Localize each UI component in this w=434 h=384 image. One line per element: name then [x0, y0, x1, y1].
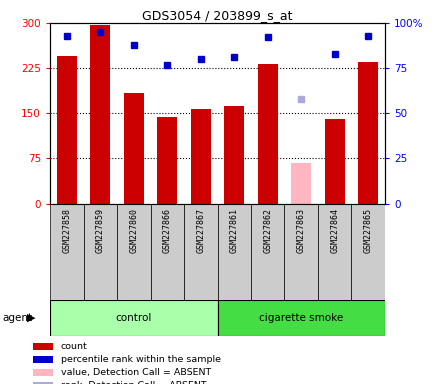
Text: control: control [115, 313, 151, 323]
Bar [50, 300, 217, 336]
Text: GSM227859: GSM227859 [95, 209, 105, 253]
Text: GSM227863: GSM227863 [296, 209, 305, 253]
Bar [257, 64, 277, 204]
Bar [357, 62, 378, 204]
Text: percentile rank within the sample: percentile rank within the sample [61, 355, 220, 364]
Bar [33, 369, 53, 376]
Bar [33, 356, 53, 363]
Bar [351, 204, 384, 300]
Bar [217, 204, 250, 300]
Bar [324, 119, 344, 204]
Bar [117, 204, 150, 300]
Bar [90, 25, 110, 204]
Bar [33, 343, 53, 350]
Text: GSM227858: GSM227858 [62, 209, 71, 253]
Title: GDS3054 / 203899_s_at: GDS3054 / 203899_s_at [142, 9, 292, 22]
Text: GSM227867: GSM227867 [196, 209, 205, 253]
Bar [157, 118, 177, 204]
Bar [33, 382, 53, 384]
Bar [50, 204, 83, 300]
Text: GSM227862: GSM227862 [263, 209, 272, 253]
Bar [224, 106, 244, 204]
Bar [190, 109, 210, 204]
Bar [250, 204, 284, 300]
Text: GSM227860: GSM227860 [129, 209, 138, 253]
Bar [290, 162, 311, 204]
Bar [150, 204, 184, 300]
Bar [284, 204, 317, 300]
Bar [123, 93, 144, 204]
Bar [217, 300, 384, 336]
Text: cigarette smoke: cigarette smoke [259, 313, 342, 323]
Text: value, Detection Call = ABSENT: value, Detection Call = ABSENT [61, 368, 210, 377]
Text: ▶: ▶ [27, 313, 36, 323]
Bar [56, 56, 77, 204]
Text: agent: agent [2, 313, 32, 323]
Bar [184, 204, 217, 300]
Text: count: count [61, 342, 87, 351]
Bar [317, 204, 351, 300]
Text: GSM227864: GSM227864 [329, 209, 339, 253]
Bar [83, 204, 117, 300]
Text: GSM227866: GSM227866 [162, 209, 171, 253]
Text: GSM227861: GSM227861 [229, 209, 238, 253]
Text: rank, Detection Call = ABSENT: rank, Detection Call = ABSENT [61, 381, 206, 384]
Text: GSM227865: GSM227865 [363, 209, 372, 253]
